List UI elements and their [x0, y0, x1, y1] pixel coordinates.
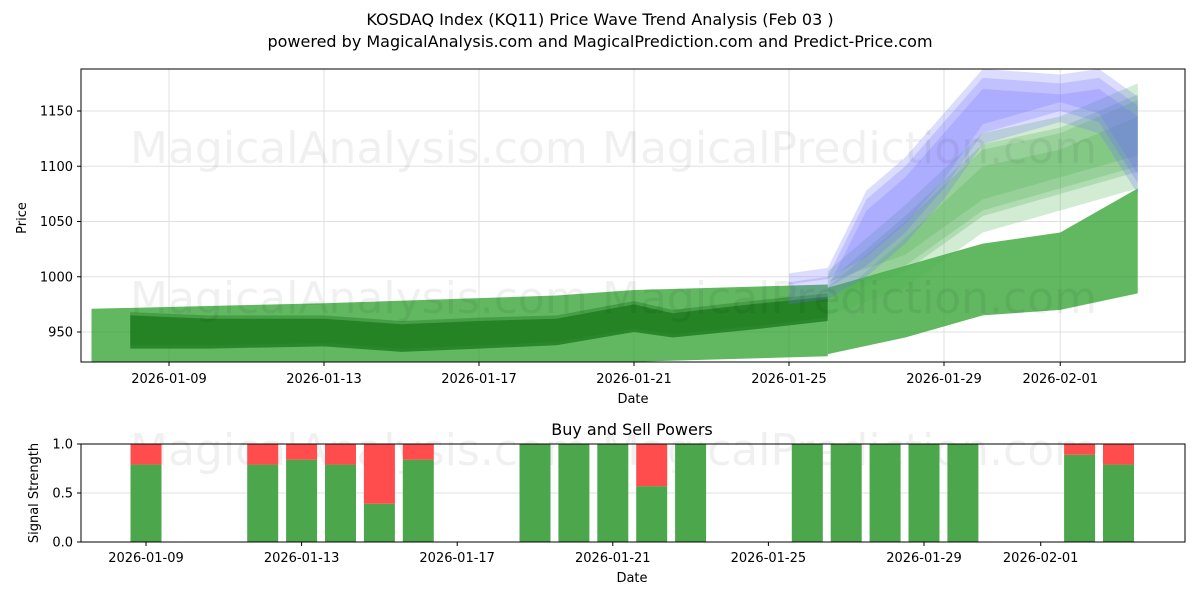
x-tick-label: 2026-01-21: [575, 551, 651, 566]
watermark-prediction-top: MagicalPrediction.com: [602, 123, 1097, 174]
sell-bar: [363, 444, 395, 504]
price-band: [789, 88, 1138, 305]
chart-title: KOSDAQ Index (KQ11) Price Wave Trend Ana…: [366, 10, 834, 29]
x-tick-label: 2026-01-17: [441, 372, 517, 387]
buy-bar: [675, 444, 707, 542]
price-band: [827, 94, 1138, 294]
sell-bar: [1064, 444, 1096, 455]
sell-bar: [247, 444, 279, 465]
buy-bar: [791, 444, 823, 542]
x-tick-label: 2026-01-25: [731, 551, 807, 566]
signal-chart-title: Buy and Sell Powers: [551, 420, 713, 439]
y-tick-label: 0.0: [52, 536, 73, 551]
buy-bar: [830, 444, 862, 542]
buy-bar: [947, 444, 979, 542]
buy-bar: [558, 444, 590, 542]
x-tick-label: 2026-01-09: [108, 551, 184, 566]
price-chart: MagicalAnalysis.com MagicalPrediction.co…: [15, 68, 1186, 407]
buy-bar: [130, 464, 162, 542]
x-tick-label: 2026-01-09: [131, 372, 207, 387]
x-tick-label: 2026-01-29: [906, 372, 982, 387]
x-tick-label: 2026-01-21: [596, 372, 672, 387]
x-tick-label: 2026-02-01: [1022, 372, 1098, 387]
y-tick-label: 0.5: [52, 487, 73, 502]
sell-bar: [325, 444, 356, 465]
buy-bar: [402, 459, 434, 542]
sell-bar: [636, 444, 668, 487]
x-tick-label: 2026-01-13: [286, 372, 362, 387]
y-tick-label: 950: [48, 326, 73, 341]
signal-bars: [130, 444, 1134, 542]
price-band: [827, 83, 1138, 283]
price-y-ticks: 950 1000 1050 1100 1150: [40, 105, 81, 341]
price-band: [789, 69, 1138, 285]
sell-bar: [286, 444, 318, 460]
signal-chart: Buy and Sell Powers MagicalAnalysis.com …: [27, 420, 1186, 586]
sell-bar: [402, 444, 434, 460]
buy-bar: [325, 464, 356, 542]
price-band: [130, 293, 828, 349]
buy-bar: [363, 503, 395, 542]
sell-bar: [1103, 444, 1134, 465]
x-tick-label: 2026-01-25: [751, 372, 827, 387]
buy-bar: [247, 464, 279, 542]
x-tick-label: 2026-01-29: [886, 551, 962, 566]
x-tick-label: 2026-02-01: [1003, 551, 1079, 566]
buy-bar: [519, 444, 551, 542]
signal-y-axis-label: Signal Strength: [27, 443, 42, 543]
y-tick-label: 1000: [40, 270, 73, 285]
buy-bar: [597, 444, 629, 542]
price-band: [827, 188, 1138, 355]
y-tick-label: 1050: [40, 215, 73, 230]
watermark-analysis-signal: MagicalAnalysis.com: [130, 425, 588, 476]
x-tick-label: 2026-01-17: [419, 551, 495, 566]
watermark-prediction-bottom: MagicalPrediction.com: [602, 273, 1097, 324]
buy-bar: [636, 486, 668, 542]
buy-bar: [1064, 454, 1096, 542]
price-x-axis-label: Date: [617, 392, 648, 407]
buy-bar: [1103, 464, 1134, 542]
watermark-analysis-bottom: MagicalAnalysis.com: [130, 273, 588, 324]
price-y-axis-label: Price: [15, 202, 30, 234]
signal-x-ticks: 2026-01-09 2026-01-13 2026-01-17 2026-01-21…: [108, 542, 1078, 566]
y-tick-label: 1.0: [52, 438, 73, 453]
price-bands: [91, 69, 1138, 362]
buy-bar: [869, 444, 901, 542]
price-x-ticks: 2026-01-09 2026-01-13 2026-01-17 2026-01-21…: [131, 362, 1098, 387]
price-plot-frame: [80, 68, 1186, 363]
buy-bar: [286, 459, 318, 542]
x-tick-label: 2026-01-13: [264, 551, 340, 566]
signal-x-axis-label: Date: [616, 571, 647, 586]
buy-bar: [908, 444, 940, 542]
sell-bar: [130, 444, 162, 465]
price-band: [827, 99, 1138, 299]
y-tick-label: 1100: [40, 160, 73, 175]
price-band: [130, 296, 828, 352]
chart-subtitle: powered by MagicalAnalysis.com and Magic…: [267, 32, 933, 51]
watermark-analysis-top: MagicalAnalysis.com: [130, 123, 588, 174]
price-band: [789, 77, 1138, 294]
y-tick-label: 1150: [40, 105, 73, 120]
signal-y-ticks: 0.0 0.5 1.0: [52, 438, 81, 551]
price-band: [827, 116, 1138, 316]
